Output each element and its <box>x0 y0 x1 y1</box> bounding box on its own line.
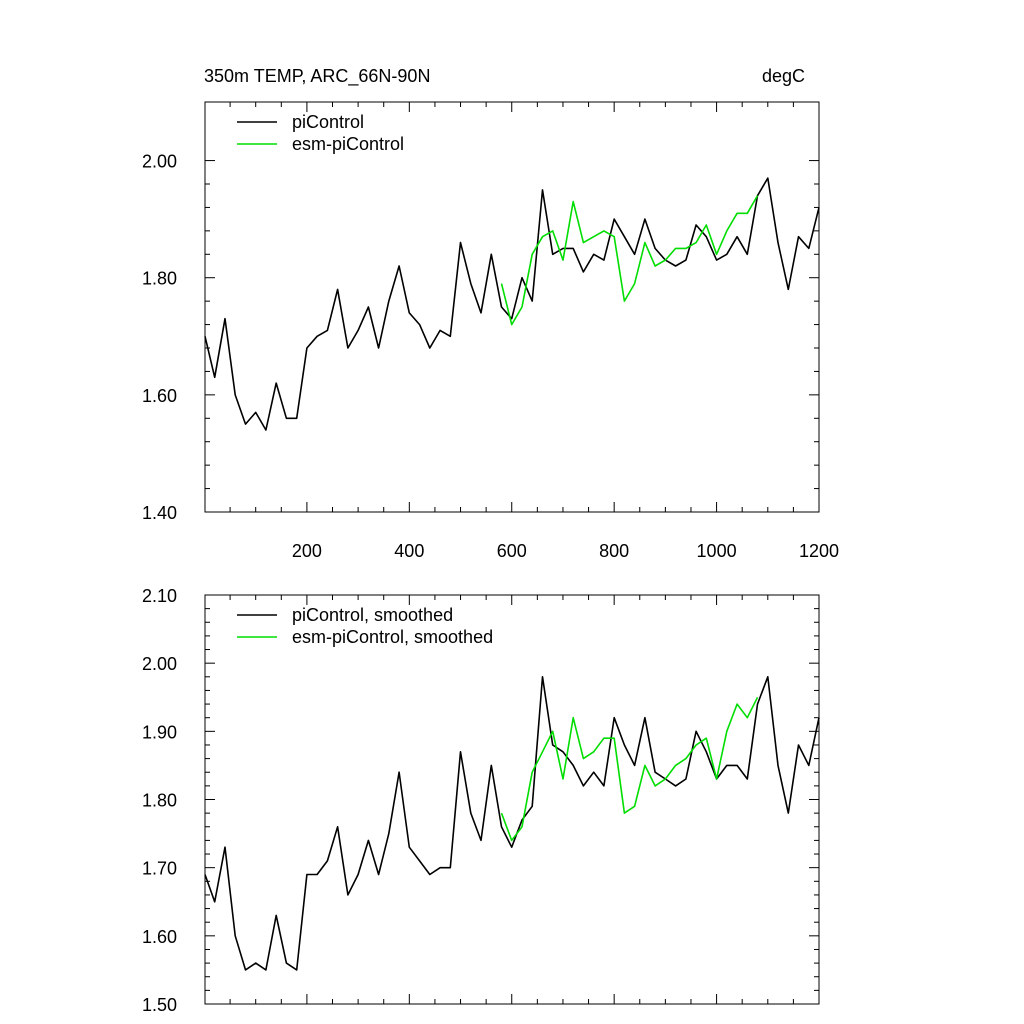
bottom-y-tick-label: 2.00 <box>142 654 177 674</box>
bottom-y-tick-label: 1.80 <box>142 791 177 811</box>
top-y-tick-label: 2.00 <box>142 152 177 172</box>
bottom-series-picontrol-line <box>204 675 820 971</box>
chart-title: 350m TEMP, ARC_66N-90N <box>204 66 430 87</box>
top-x-tick-label: 200 <box>292 541 322 561</box>
top-panel: 1.40 1.60 1.80 2.00 200 400 600 800 1000 1200 piCo… <box>142 101 839 561</box>
bottom-legend-label: piControl, smoothed <box>292 605 453 625</box>
bottom-plot-frame <box>204 594 820 1005</box>
top-y-tick-label: 1.60 <box>142 386 177 406</box>
top-x-tick-label: 800 <box>599 541 629 561</box>
top-series-picontrol-line <box>204 177 820 431</box>
bottom-y-tick-label: 1.70 <box>142 859 177 879</box>
top-x-tick-label: 600 <box>497 541 527 561</box>
bottom-y-tick-label: 1.50 <box>142 995 177 1015</box>
units-label: degC <box>762 66 805 86</box>
bottom-y-tick-label: 1.60 <box>142 927 177 947</box>
top-y-tick-label: 1.80 <box>142 269 177 289</box>
bottom-y-tick-label: 2.10 <box>142 586 177 606</box>
top-legend-label: esm-piControl <box>292 134 404 154</box>
top-y-tick-label: 1.40 <box>142 503 177 523</box>
top-x-tick-label: 1200 <box>799 541 839 561</box>
bottom-legend-label: esm-piControl, smoothed <box>292 627 493 647</box>
bottom-series-esm-picontrol-line <box>500 696 759 842</box>
top-x-tick-label: 1000 <box>697 541 737 561</box>
top-series-esm-picontrol-line <box>500 195 759 326</box>
top-legend-label: piControl <box>292 112 364 132</box>
bottom-y-tick-label: 1.90 <box>142 722 177 742</box>
bottom-panel: 1.50 1.60 1.70 1.80 1.90 2.00 2.10 piControl, s… <box>142 586 820 1015</box>
top-plot-frame <box>204 101 820 513</box>
top-x-tick-label: 400 <box>394 541 424 561</box>
